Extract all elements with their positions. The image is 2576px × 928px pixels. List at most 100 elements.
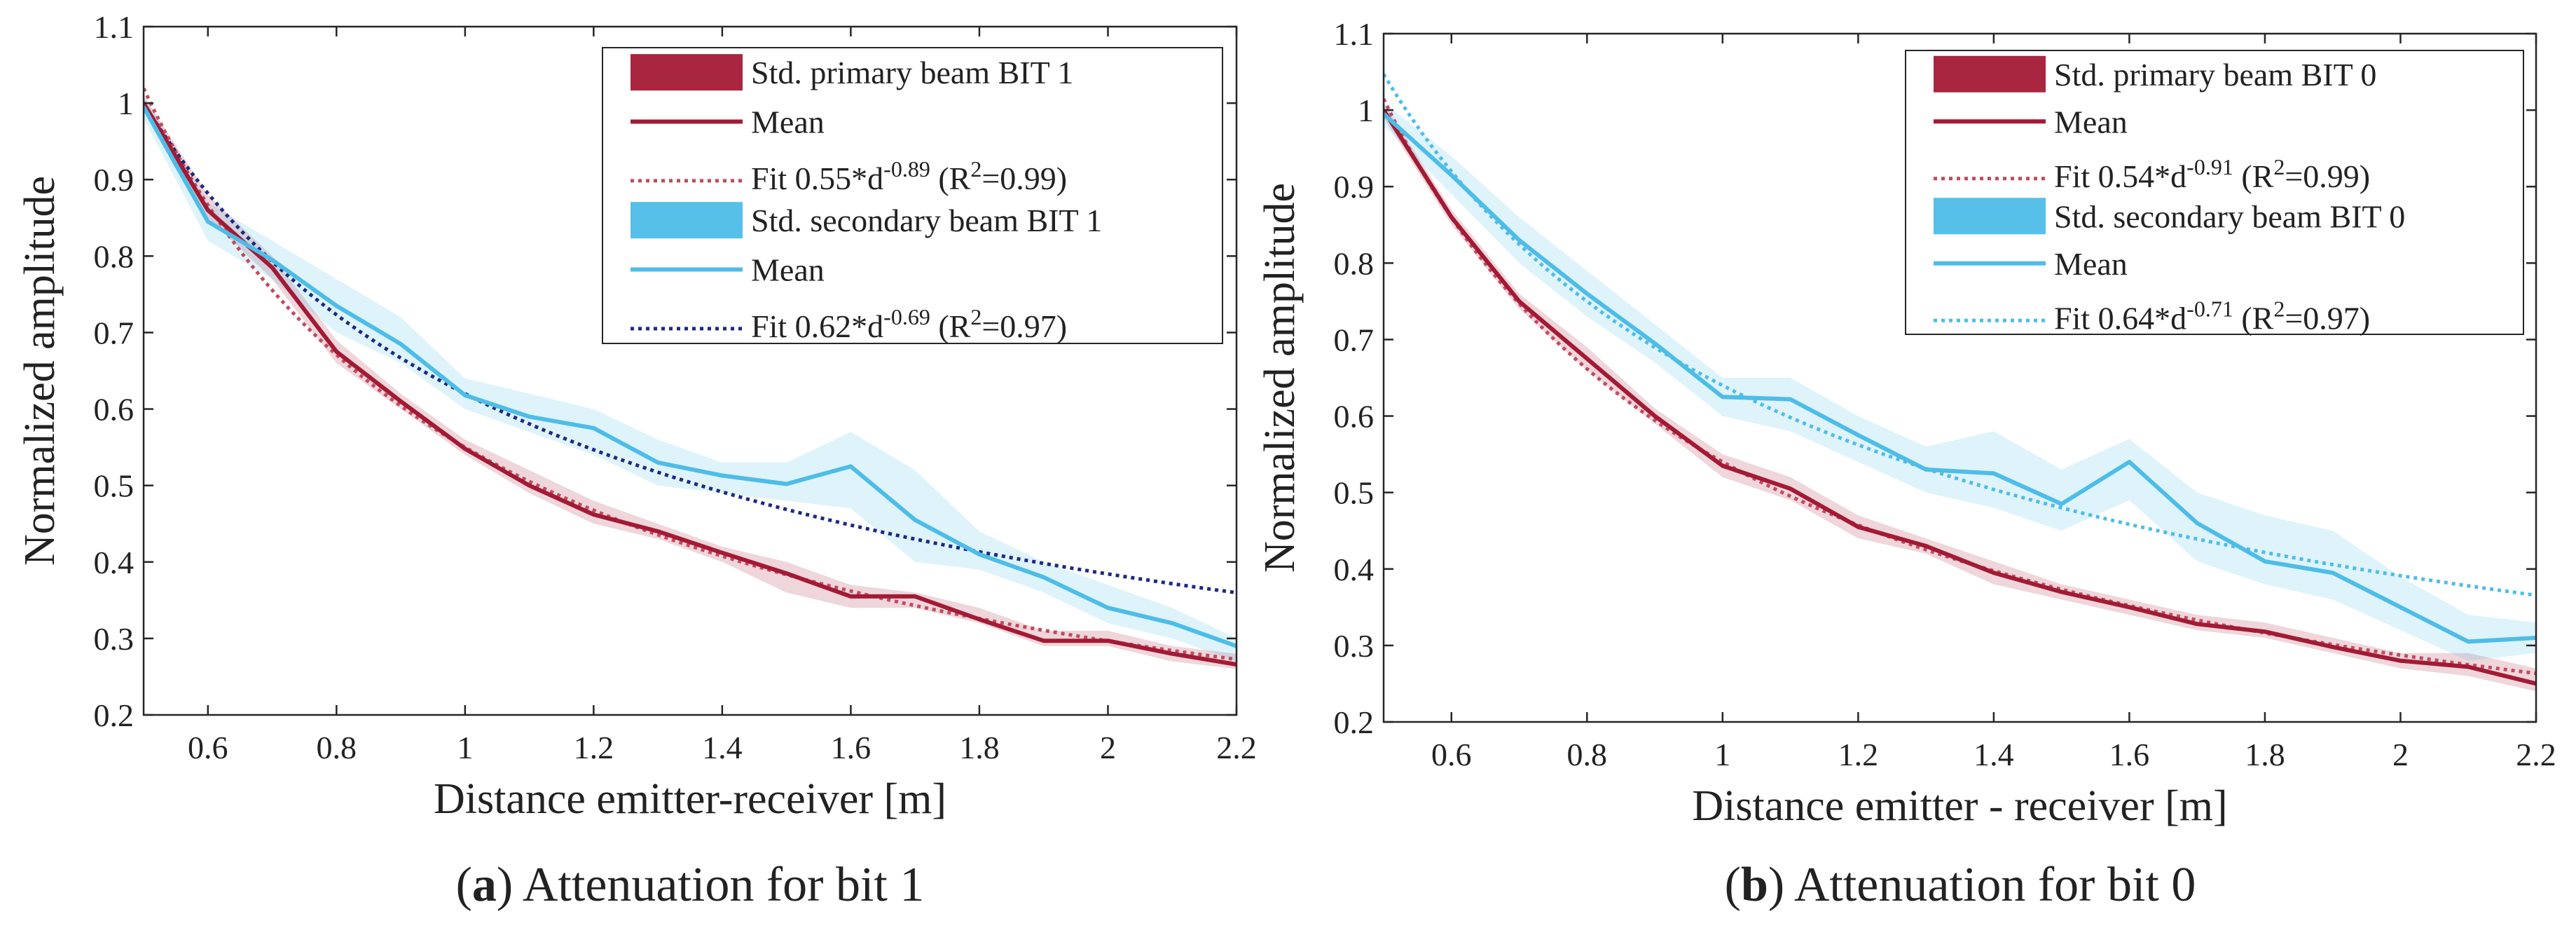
mean-series-4 xyxy=(1384,112,2536,644)
data-point xyxy=(1856,433,1860,437)
data-point xyxy=(1042,639,1046,643)
data-point xyxy=(2466,639,2470,643)
data-point xyxy=(1992,571,1996,575)
data-point xyxy=(1924,468,1928,472)
data-point xyxy=(2060,590,2064,594)
caption-letter: a xyxy=(472,858,497,912)
data-point xyxy=(463,446,467,451)
data-point xyxy=(913,518,917,522)
legend-entry-0: Std. primary beam BIT 1 xyxy=(631,54,1073,91)
y-tick-label: 0.6 xyxy=(1334,399,1375,435)
data-point xyxy=(2331,645,2335,649)
data-point xyxy=(1585,292,1589,296)
fit-r-superscript: 2 xyxy=(2273,296,2285,321)
legend-label: Fit 0.55*d-0.89 (R2=0.99) xyxy=(751,156,1067,196)
data-point xyxy=(848,464,853,468)
data-point xyxy=(785,571,789,575)
x-tick-label: 1.8 xyxy=(959,730,1000,765)
y-tick-label: 0.9 xyxy=(1334,169,1375,205)
x-axis-label: Distance emitter-receiver [m] xyxy=(434,775,946,823)
fit-exponent: -0.69 xyxy=(883,304,930,329)
data-point xyxy=(2195,622,2199,626)
data-point xyxy=(1789,397,1793,402)
x-tick-label: 0.6 xyxy=(1431,737,1472,772)
x-tick-label: 2.2 xyxy=(1216,730,1257,765)
data-point xyxy=(1449,215,1454,219)
fit-line-2 xyxy=(1384,97,2536,676)
data-point xyxy=(2127,605,2131,609)
x-tick-label: 1.6 xyxy=(2109,737,2150,772)
legend-label: Std. secondary beam BIT 1 xyxy=(751,203,1102,238)
legend-label: Std. primary beam BIT 0 xyxy=(2054,57,2376,93)
y-tick-label: 1 xyxy=(118,86,134,121)
std-band-3 xyxy=(144,95,1237,662)
data-point xyxy=(206,208,210,212)
legend-swatch xyxy=(1934,198,2046,235)
fit-r-superscript: 2 xyxy=(970,156,982,182)
legend-label: Mean xyxy=(751,104,825,140)
y-tick-label: 0.3 xyxy=(1334,628,1375,664)
y-tick-label: 0.5 xyxy=(94,468,135,504)
data-point xyxy=(1517,238,1521,243)
fit-line-2 xyxy=(144,88,1237,662)
chart-panel-b: 0.6 0.8 1 1.2 1.4 1.6 1.8 2 2.2 0.2 0.3 0.4 0.5 0.6 0.… xyxy=(1256,16,2556,912)
data-point xyxy=(1721,395,1725,399)
data-point xyxy=(1653,341,1657,346)
data-point xyxy=(977,552,982,557)
fit-line-5 xyxy=(144,102,1237,595)
legend-label: Mean xyxy=(2054,104,2128,139)
fit-exponent: -0.71 xyxy=(2186,296,2233,321)
legend-entry-3: Std. secondary beam BIT 1 xyxy=(631,202,1102,239)
data-point xyxy=(2263,629,2267,634)
fit-exponent: -0.91 xyxy=(2186,154,2233,179)
plot-area xyxy=(1384,73,2536,692)
data-point xyxy=(1789,486,1793,491)
caption-text: ) Attenuation for bit 1 xyxy=(497,858,924,912)
legend-label: Fit 0.64*d-0.71 (R2=0.97) xyxy=(2054,296,2370,336)
data-point xyxy=(2331,571,2335,575)
data-point xyxy=(463,393,467,397)
panel-caption: (b) Attenuation for bit 0 xyxy=(1725,858,2196,912)
y-axis-label: Normalized amplitude xyxy=(1256,183,1304,573)
data-point xyxy=(1721,464,1725,468)
fit-r-label: (R xyxy=(2233,300,2274,336)
data-point xyxy=(1653,414,1657,418)
mean-series-4 xyxy=(144,105,1237,648)
x-tick-label: 0.8 xyxy=(317,730,357,765)
data-point xyxy=(2466,664,2470,669)
data-point xyxy=(1170,621,1174,625)
mean-line xyxy=(1384,109,2536,686)
legend-entry-4: Mean xyxy=(631,252,825,288)
plot-area xyxy=(144,88,1237,669)
data-point xyxy=(334,303,338,308)
data-point xyxy=(528,415,532,418)
x-tick-label: 0.8 xyxy=(1567,737,1608,772)
legend-entry-2: Fit 0.54*d-0.91 (R2=0.99) xyxy=(1934,154,2370,194)
x-tick-label: 1.4 xyxy=(702,730,743,765)
data-point xyxy=(913,594,917,599)
data-point xyxy=(1517,299,1521,303)
data-point xyxy=(399,342,403,346)
caption-letter: b xyxy=(1741,858,1768,912)
data-point xyxy=(334,350,338,354)
legend-box xyxy=(1905,50,2524,335)
fit-formula: Fit 0.54*d xyxy=(2054,158,2186,194)
x-tick-label: 1 xyxy=(457,730,473,765)
data-point xyxy=(591,426,595,430)
fit-r-label: (R xyxy=(930,308,971,344)
caption-open: ( xyxy=(1725,858,1741,912)
fit-r-value: =0.97) xyxy=(982,308,1067,344)
legend-swatch xyxy=(1934,55,2046,93)
data-point xyxy=(2127,460,2131,464)
x-tick-label: 0.6 xyxy=(188,730,228,765)
fit-r-value: =0.99) xyxy=(982,161,1067,196)
legend-swatch xyxy=(631,202,743,239)
y-tick-label: 0.6 xyxy=(94,392,135,428)
data-point xyxy=(1924,544,1928,548)
data-point xyxy=(2399,605,2402,609)
y-tick-label: 1.1 xyxy=(94,9,135,45)
x-tick-label: 1.6 xyxy=(831,730,872,765)
data-point xyxy=(2399,659,2402,663)
legend-label: Fit 0.54*d-0.91 (R2=0.99) xyxy=(2054,154,2370,194)
